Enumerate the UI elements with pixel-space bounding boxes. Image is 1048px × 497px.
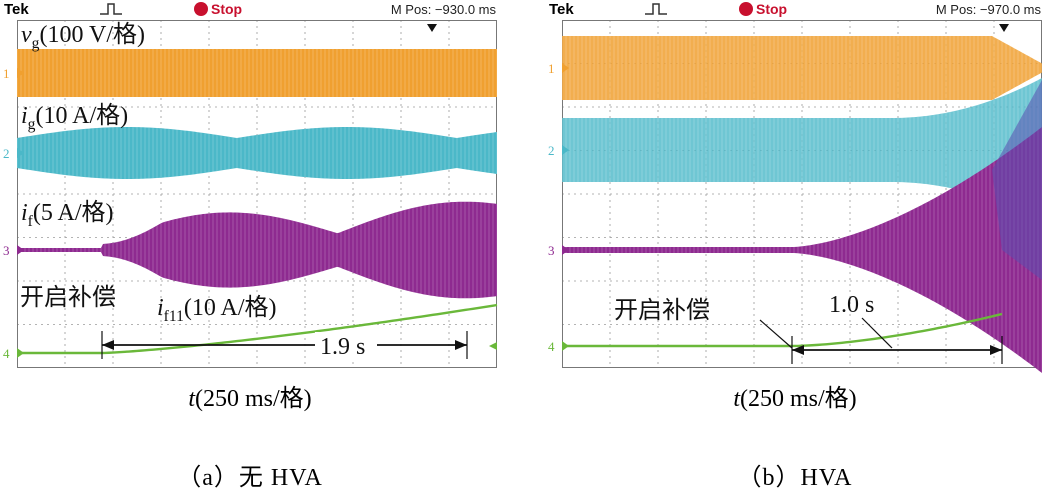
status-label: Stop bbox=[756, 1, 788, 17]
trigger-icon bbox=[645, 3, 667, 15]
channel-label: if(5 A/格) bbox=[21, 199, 114, 230]
compensation-label: 开启补偿 bbox=[614, 297, 710, 324]
compensation-leader bbox=[759, 319, 793, 349]
mpos-label: M Pos: −930.0 ms bbox=[390, 2, 496, 17]
if-trace bbox=[17, 201, 497, 299]
time-axis-var: t bbox=[733, 386, 740, 412]
duration-label: 1.0 s bbox=[829, 292, 874, 318]
scope-plot: 1 2 3 4 vg(100 V/格) ig(10 A/格) if(5 A/格) 开启补偿 if… bbox=[3, 20, 498, 368]
scope-header: Tek Stop M Pos: −930.0 ms bbox=[0, 0, 500, 20]
channel-marker-label: 1 bbox=[548, 61, 555, 76]
divergence-region bbox=[992, 80, 1042, 280]
status-label: Stop bbox=[211, 1, 243, 17]
oscilloscope-panel-b: Tek Stop M Pos: −970.0 ms 1 2 3 4 开启补偿 1.0 s … bbox=[545, 0, 1045, 497]
channel-marker-icon bbox=[562, 341, 569, 351]
channel-marker-icon bbox=[562, 63, 569, 73]
duration-measure-arrow-right-icon bbox=[990, 345, 1002, 355]
ig-trace bbox=[17, 127, 497, 179]
scope-header: Tek Stop M Pos: −970.0 ms bbox=[545, 0, 1045, 20]
brand-label: Tek bbox=[549, 1, 574, 18]
duration-leader bbox=[861, 317, 893, 349]
channel-label: if11(10 A/格) bbox=[157, 294, 277, 325]
caption: （a）无 HVA bbox=[177, 465, 323, 491]
trigger-icon bbox=[100, 3, 122, 15]
stop-indicator-icon bbox=[739, 2, 753, 16]
if11-trace bbox=[562, 312, 1003, 348]
vg-trace bbox=[17, 49, 497, 97]
time-axis-scale: (250 ms/格) bbox=[740, 386, 857, 412]
scope-screen: 1 2 3 4 vg(100 V/格) ig(10 A/格) if(5 A/格) 开启补偿 if… bbox=[3, 20, 498, 368]
duration-label: 1.9 s bbox=[320, 334, 365, 360]
channel-label: vg(100 V/格) bbox=[21, 21, 145, 52]
channel-marker-icon bbox=[17, 148, 24, 158]
time-axis-var: t bbox=[188, 386, 195, 412]
channel-marker-icon bbox=[17, 245, 24, 255]
if11-trace bbox=[17, 303, 498, 355]
time-axis-label: t(250 ms/格) bbox=[545, 378, 1045, 413]
duration-measure-arrow-left-icon bbox=[102, 340, 114, 350]
mpos-label: M Pos: −970.0 ms bbox=[935, 2, 1041, 17]
channel-marker-label: 1 bbox=[3, 66, 10, 81]
time-axis-scale: (250 ms/格) bbox=[195, 386, 312, 412]
scope-screen: 1 2 3 4 开启补偿 1.0 s bbox=[548, 20, 1043, 373]
channel-label: ig(10 A/格) bbox=[21, 102, 128, 133]
if-trace bbox=[562, 127, 1042, 373]
duration-measure-arrow-right-icon bbox=[455, 340, 467, 350]
channel-marker-icon bbox=[562, 145, 569, 155]
channel-marker-label: 3 bbox=[3, 243, 10, 258]
compensation-label: 开启补偿 bbox=[20, 284, 116, 311]
vg-trace bbox=[562, 36, 1042, 100]
caption: （b）HVA bbox=[737, 465, 853, 491]
ig-trace bbox=[562, 78, 1042, 222]
channel-marker-label: 3 bbox=[548, 243, 555, 258]
trigger-pos-icon bbox=[427, 24, 437, 32]
if11-end-marker-icon bbox=[489, 342, 497, 350]
channel-marker-icon bbox=[17, 68, 24, 78]
channel-marker-label: 4 bbox=[548, 339, 555, 354]
oscilloscope-panel-a: Tek Stop M Pos: −930.0 ms 1 2 3 4 vg(100 V/格… bbox=[0, 0, 500, 497]
time-axis-label: t(250 ms/格) bbox=[0, 378, 500, 413]
channel-marker-label: 2 bbox=[3, 146, 10, 161]
channel-marker-icon bbox=[17, 348, 24, 358]
channel-marker-icon bbox=[562, 245, 569, 255]
duration-measure-arrow-left-icon bbox=[792, 345, 804, 355]
trigger-pos-icon bbox=[999, 24, 1009, 32]
screen-border bbox=[17, 20, 497, 368]
scope-plot: 1 2 3 4 开启补偿 1.0 s bbox=[548, 20, 1043, 373]
stop-indicator-icon bbox=[194, 2, 208, 16]
duration-label-bg bbox=[315, 332, 377, 358]
channel-marker-label: 2 bbox=[548, 143, 555, 158]
channel-marker-label: 4 bbox=[3, 346, 10, 361]
brand-label: Tek bbox=[4, 1, 29, 18]
